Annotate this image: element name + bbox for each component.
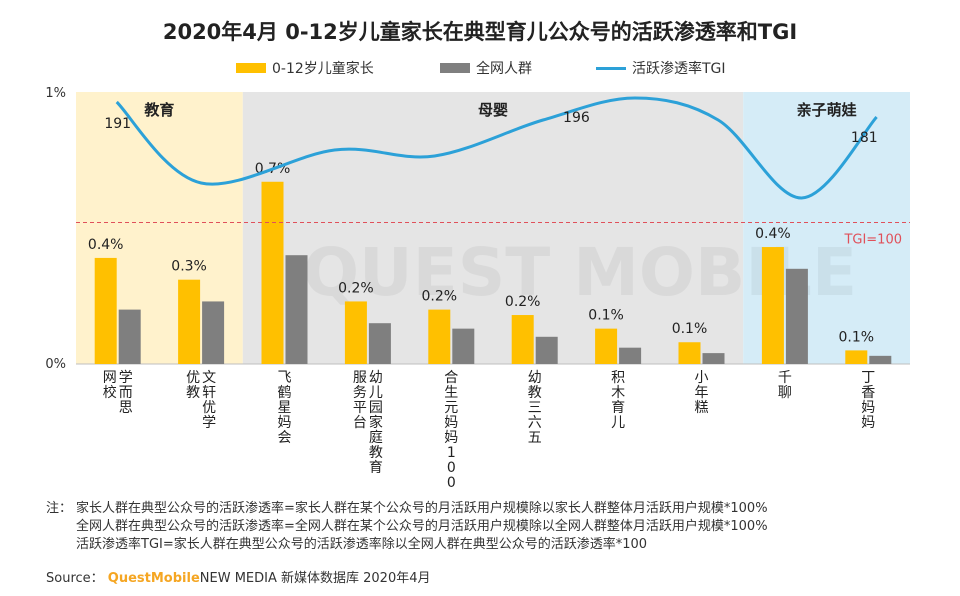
x-tick-label-3-0: 幼儿园家庭教育 (369, 370, 383, 476)
legend: 0-12岁儿童家长 全网人群 活跃渗透率TGI (0, 58, 960, 80)
legend-swatch-parents (236, 63, 266, 73)
bar-parents-7 (678, 342, 701, 364)
section-label-2: 亲子萌娃 (797, 101, 857, 119)
bar-all-1 (202, 301, 225, 364)
bar-all-2 (285, 255, 308, 364)
legend-item-all: 全网人群 (440, 58, 532, 78)
legend-item-parents: 0-12岁儿童家长 (236, 58, 374, 78)
legend-label-all: 全网人群 (476, 61, 532, 77)
bar-parents-2 (261, 181, 284, 364)
source-rest: NEW MEDIA 新媒体数据库 2020年4月 (199, 571, 431, 586)
notes: 注： 家长人群在典型公众号的活跃渗透率=家长人群在某个公众号的月活跃用户规模除以家… (46, 500, 768, 554)
x-tick-label-0-0: 学而思 (119, 370, 133, 416)
legend-label-tgi: 活跃渗透率TGI (632, 61, 726, 77)
x-tick-label-3-1: 服务平台 (353, 370, 367, 431)
bar-parents-4 (428, 309, 451, 364)
note-label: 注： (46, 501, 73, 516)
bar-parents-0 (94, 257, 117, 364)
tgi-point-label-1: 196 (563, 110, 590, 126)
section-label-0: 教育 (143, 101, 174, 119)
note-row-3: 活跃渗透率TGI=家长人群在典型公众号的活跃渗透率除以全网人群在典型公众号的活跃… (46, 536, 768, 554)
x-tick-label-1-0: 文轩优学 (202, 370, 216, 431)
note-line-1: 家长人群在典型公众号的活跃渗透率=家长人群在某个公众号的月活跃用户规模除以家长人… (76, 501, 768, 516)
bar-parents-3 (344, 301, 367, 364)
x-tick-label-5-0: 幼教三六五 (528, 370, 542, 446)
tgi-point-label-2: 181 (851, 130, 878, 146)
note-row-2: 全网人群在典型公众号的活跃渗透率=全网人群在某个公众号的月活跃用户规模除以全网人… (46, 518, 768, 536)
tgi-reference-label: TGI=100 (843, 233, 902, 248)
source-brand: QuestMobile (107, 571, 200, 586)
bar-label-parents-0: 0.4% (88, 237, 124, 253)
x-tick-label-8-0: 千聊 (778, 370, 792, 401)
bar-all-0 (118, 309, 141, 364)
note-row-1: 注： 家长人群在典型公众号的活跃渗透率=家长人群在某个公众号的月活跃用户规模除以家… (46, 500, 768, 518)
legend-label-parents: 0-12岁儿童家长 (272, 61, 374, 77)
bar-parents-5 (511, 315, 534, 364)
bar-label-parents-6: 0.1% (588, 308, 624, 324)
note-line-3: 活跃渗透率TGI=家长人群在典型公众号的活跃渗透率除以全网人群在典型公众号的活跃… (76, 537, 648, 552)
bar-all-4 (452, 328, 475, 364)
bar-label-parents-4: 0.2% (422, 289, 458, 305)
bar-label-parents-5: 0.2% (505, 294, 541, 310)
source-line: Source： QuestMobileNEW MEDIA 新媒体数据库 2020… (46, 567, 431, 586)
source-label: Source： (46, 571, 104, 586)
bar-parents-6 (595, 328, 618, 364)
bar-label-parents-1: 0.3% (171, 259, 207, 275)
bar-label-parents-7: 0.1% (672, 321, 708, 337)
x-tick-label-9-0: 丁香妈妈 (861, 370, 875, 431)
tgi-line (115, 96, 878, 200)
bar-all-7 (702, 353, 725, 364)
bar-label-parents-9: 0.1% (839, 329, 875, 345)
x-tick-label-1-1: 优教 (186, 370, 200, 401)
bar-parents-1 (178, 279, 201, 364)
x-tick-label-6-0: 积木育儿 (611, 370, 625, 431)
tgi-point-label-0: 191 (104, 116, 131, 132)
bar-parents-9 (845, 350, 868, 364)
bar-all-6 (619, 347, 642, 364)
legend-swatch-all (440, 63, 470, 73)
x-tick-label-4-0: 合生元妈妈 1 0 0 (444, 370, 458, 491)
note-line-2: 全网人群在典型公众号的活跃渗透率=全网人群在某个公众号的月活跃用户规模除以全网人… (76, 519, 768, 534)
bar-label-parents-8: 0.4% (755, 226, 791, 242)
y-tick-label-0: 0% (45, 357, 66, 372)
chart-title: 2020年4月 0-12岁儿童家长在典型育儿公众号的活跃渗透率和TGI (162, 20, 798, 44)
legend-swatch-tgi (596, 66, 626, 70)
bar-parents-8 (761, 247, 784, 364)
y-tick-label-1: 1% (45, 86, 66, 101)
x-tick-label-2-0: 飞鹤星妈会 (278, 370, 292, 446)
x-tick-label-0-1: 网校 (103, 370, 117, 401)
bar-all-9 (869, 355, 892, 364)
section-bg-1 (242, 92, 744, 364)
legend-item-tgi: 活跃渗透率TGI (596, 58, 726, 78)
bar-all-5 (535, 336, 558, 364)
bar-all-8 (785, 268, 808, 364)
x-tick-label-7-0: 小年糕 (695, 370, 709, 416)
section-label-1: 母婴 (478, 101, 508, 119)
bar-label-parents-3: 0.2% (338, 280, 374, 296)
bar-all-3 (368, 323, 391, 364)
